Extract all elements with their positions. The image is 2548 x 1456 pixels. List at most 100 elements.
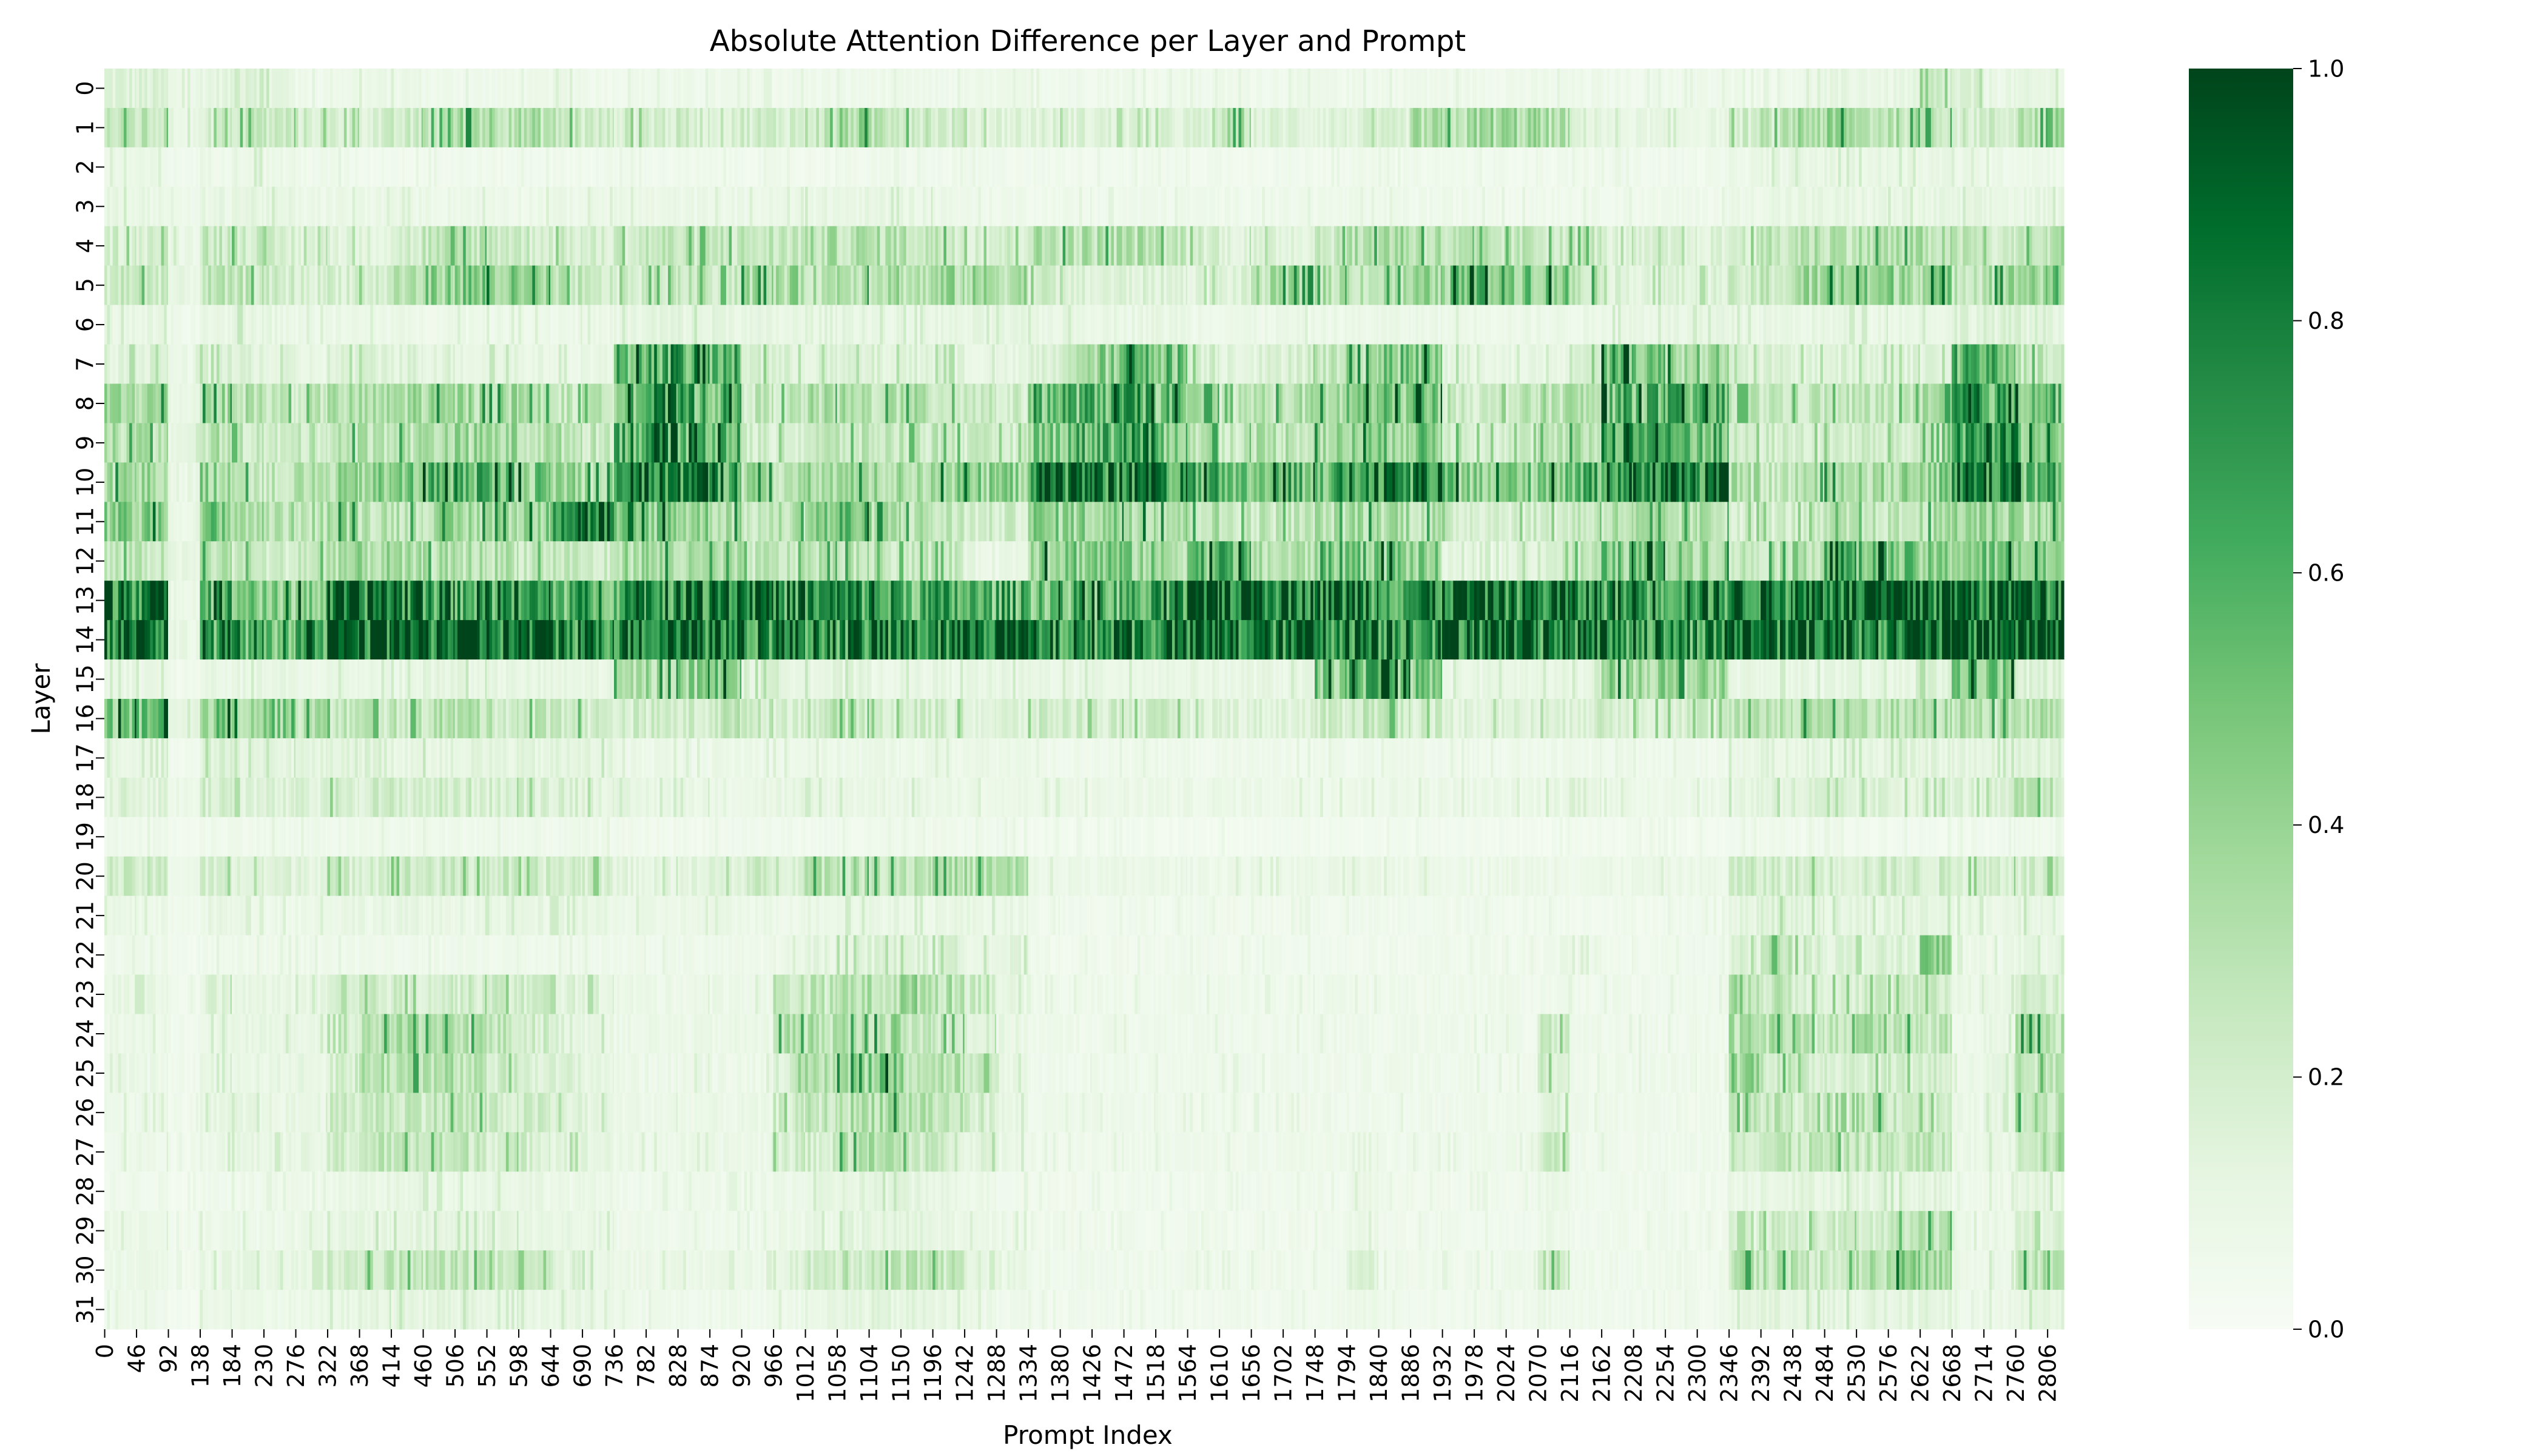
heatmap-cell (1435, 107, 1438, 148)
heatmap-cell (1824, 265, 1828, 306)
heatmap-cell (1482, 305, 1486, 345)
heatmap-cell (1180, 305, 1184, 345)
heatmap-cell (596, 147, 599, 187)
heatmap-cell (1737, 107, 1741, 148)
heatmap-cell (436, 69, 440, 109)
heatmap-cell (2006, 226, 2009, 266)
heatmap-cell (960, 107, 963, 148)
heatmap-cell (1774, 69, 1778, 109)
heatmap-cell (651, 147, 655, 187)
heatmap-cell (370, 107, 374, 148)
heatmap-cell (521, 69, 525, 109)
heatmap-cell (1180, 107, 1184, 148)
heatmap-cell (450, 226, 454, 266)
heatmap-cell (251, 107, 255, 148)
heatmap-cell (1777, 265, 1781, 306)
heatmap-cell (1572, 226, 1576, 266)
heatmap-cell (139, 107, 143, 148)
heatmap-cell (2011, 186, 2015, 227)
heatmap-cell (925, 305, 929, 345)
heatmap-cell (413, 226, 417, 266)
heatmap-cell (155, 107, 159, 148)
heatmap-cell (1859, 186, 1862, 227)
heatmap-cell (508, 69, 512, 109)
heatmap-cell (811, 147, 814, 187)
heatmap-cell (798, 305, 801, 345)
heatmap-cell (425, 305, 429, 345)
heatmap-cell (1923, 186, 1926, 227)
heatmap-cell (291, 265, 295, 306)
heatmap-cell (769, 226, 772, 266)
heatmap-cell (1485, 69, 1489, 109)
heatmap-cell (1169, 107, 1173, 148)
heatmap-cell (999, 186, 1002, 227)
heatmap-cell (1201, 107, 1205, 148)
heatmap-cell (1222, 147, 1225, 187)
heatmap-cell (1939, 186, 1943, 227)
heatmap-cell (1013, 186, 1016, 227)
heatmap-cell (1944, 186, 1948, 227)
heatmap-cell (670, 305, 674, 345)
heatmap-cell (474, 186, 477, 227)
heatmap-cell (1514, 305, 1517, 345)
heatmap-cell (228, 305, 231, 345)
heatmap-cell (1942, 69, 1946, 109)
heatmap-cell (1756, 226, 1760, 266)
heatmap-cell (1073, 107, 1077, 148)
heatmap-cell (556, 305, 559, 345)
heatmap-cell (372, 69, 377, 109)
heatmap-cell (943, 107, 947, 148)
heatmap-cell (832, 265, 836, 306)
heatmap-cell (1349, 265, 1353, 306)
heatmap-cell (155, 186, 159, 227)
heatmap-cell (1253, 69, 1257, 109)
heatmap-cell (832, 69, 836, 109)
heatmap-cell (900, 265, 904, 306)
heatmap-cell (1742, 69, 1746, 109)
heatmap-cell (614, 69, 618, 109)
heatmap-cell (932, 305, 936, 345)
heatmap-cell (769, 186, 772, 227)
heatmap-cell (112, 186, 116, 227)
heatmap-cell (1997, 107, 2001, 148)
heatmap-cell (1320, 265, 1324, 306)
heatmap-cell (367, 305, 371, 345)
heatmap-cell (1004, 186, 1008, 227)
heatmap-cell (1395, 147, 1398, 187)
heatmap-cell (1091, 305, 1095, 345)
heatmap-cell (2018, 147, 2021, 187)
heatmap-cell (758, 107, 761, 148)
heatmap-cell (184, 107, 188, 148)
heatmap-cell (1626, 107, 1630, 148)
heatmap-cell (1461, 265, 1465, 306)
heatmap-cell (147, 147, 150, 187)
heatmap-cell (1901, 107, 1906, 148)
heatmap-cell (1575, 265, 1579, 306)
heatmap-cell (1158, 226, 1162, 266)
heatmap-cell (1018, 226, 1022, 266)
heatmap-cell (1264, 265, 1269, 306)
heatmap-cell (1126, 265, 1130, 306)
heatmap-cell (1198, 305, 1202, 345)
heatmap-cell (1440, 147, 1443, 187)
heatmap-cell (1013, 69, 1016, 109)
heatmap-cell (1982, 107, 1984, 148)
heatmap-cell (1815, 186, 1818, 227)
heatmap-cell (832, 305, 836, 345)
heatmap-cell (500, 265, 504, 306)
heatmap-cell (1488, 226, 1491, 266)
heatmap-cell (2037, 265, 2041, 306)
heatmap-cell (1670, 147, 1674, 187)
heatmap-cell (349, 226, 353, 266)
heatmap-cell (2047, 186, 2051, 227)
heatmap-cell (1896, 186, 1899, 227)
heatmap-cell (1426, 107, 1431, 148)
heatmap-cell (1864, 69, 1868, 109)
heatmap-cell (1653, 265, 1656, 306)
heatmap-cell (1381, 226, 1384, 266)
heatmap-cell (546, 69, 550, 109)
heatmap-cell (1346, 147, 1350, 187)
heatmap-cell (766, 186, 770, 227)
heatmap-cell (1435, 69, 1438, 109)
heatmap-cell (425, 147, 429, 187)
